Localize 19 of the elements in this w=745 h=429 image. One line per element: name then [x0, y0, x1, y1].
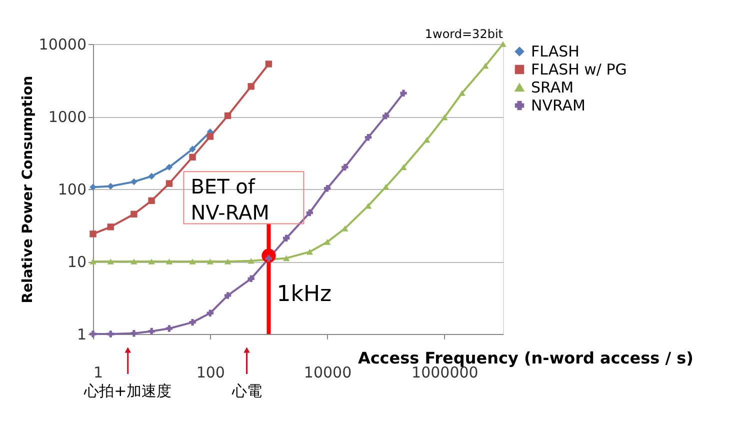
annotation: BET of NV-RAM	[190, 174, 270, 225]
legend-label: FLASH	[531, 42, 580, 60]
x-tick-label: 1	[94, 364, 104, 382]
x-axis-title: Access Frequency (n-word access / s)	[358, 348, 694, 368]
y-tick-label: 1	[76, 326, 86, 344]
legend-label: NVRAM	[531, 96, 586, 114]
legend-label: SRAM	[531, 78, 574, 96]
y-tick-label: 100	[58, 180, 86, 198]
y-tick-label: 1000	[48, 108, 86, 126]
text: 心電	[230, 382, 262, 400]
ref-line-label: 1kHz	[276, 282, 332, 307]
y-tick-label: 10	[67, 253, 86, 271]
text: 1word=32bit	[424, 27, 504, 41]
legend-label: FLASH w/ PG	[531, 60, 627, 78]
x-tick-label: 10000	[304, 364, 352, 382]
y-axis-title: Relative Power Consumption	[20, 76, 36, 304]
text: 心拍+加速度	[83, 382, 172, 400]
x-tick-label: 100	[196, 364, 225, 382]
y-tick-label: 10000	[38, 36, 86, 54]
